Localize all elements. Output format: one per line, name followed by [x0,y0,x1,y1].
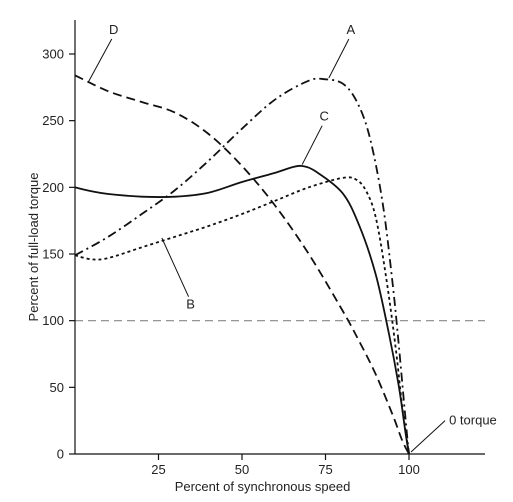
y-tick-label: 250 [42,113,64,128]
y-tick-label: 300 [42,47,64,62]
x-tick-label: 100 [398,462,420,477]
ticks-layer: 0 50 100 150 200 250 300 25 50 75 100 [42,47,420,478]
x-tick-label: 75 [318,462,332,477]
curve-d-line [74,74,410,455]
x-tick-label: 25 [151,462,165,477]
zero-torque-annotation: 0 torque [449,413,497,428]
x-axis-title: Percent of synchronous speed [175,479,351,494]
y-tick-label: 50 [50,380,64,395]
curve-c-line [74,164,410,455]
zero-torque-leader [410,420,446,453]
curve-d-label: D [109,22,118,37]
curve-d-leader [87,38,113,83]
curve-b-leader [161,237,190,297]
curve-a-leader [328,38,350,79]
y-tick-label: 100 [42,313,64,328]
curve-layer [74,74,410,455]
y-tick-label: 150 [42,247,64,262]
curve-a-line [74,77,410,455]
x-tick-label: 50 [235,462,249,477]
y-axis-title: Percent of full-load torque [26,173,41,322]
axes-layer [74,20,485,455]
curve-labels-layer: A B C D 0 torque [87,22,497,453]
curve-b-label: B [186,297,195,312]
curve-b-line [74,176,410,455]
curve-c-leader [301,125,323,165]
y-tick-label: 200 [42,180,64,195]
curve-a-label: A [347,22,356,37]
curve-c-label: C [319,109,328,124]
y-tick-label: 0 [57,447,64,462]
